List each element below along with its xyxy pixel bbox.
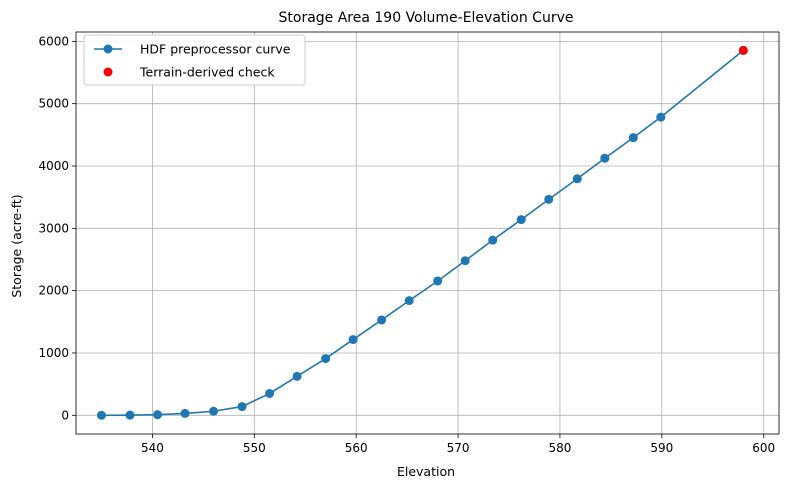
hdf-curve-point-2 <box>153 410 163 420</box>
hdf-curve-point-4 <box>209 406 219 416</box>
y-axis-label: Storage (acre-ft) <box>9 194 24 297</box>
terrain-check-point-0 <box>738 45 748 55</box>
hdf-curve-point-13 <box>460 256 470 266</box>
x-tick-label-1: 550 <box>243 441 266 455</box>
hdf-curve-point-11 <box>404 296 414 306</box>
y-tick-label-1: 1000 <box>38 346 69 360</box>
hdf-curve-point-18 <box>600 153 610 163</box>
hdf-curve-point-16 <box>544 194 554 204</box>
chart-title: Storage Area 190 Volume-Elevation Curve <box>279 10 574 26</box>
legend-box <box>83 34 306 86</box>
x-axis-label: Elevation <box>397 464 455 479</box>
hdf-curve-point-20 <box>656 112 666 122</box>
y-tick-label-6: 6000 <box>38 34 69 48</box>
y-tick-label-4: 4000 <box>38 159 69 173</box>
hdf-curve-point-0 <box>96 410 106 420</box>
x-tick-label-3: 570 <box>447 441 470 455</box>
hdf-curve-point-9 <box>348 335 358 345</box>
hdf-curve-point-8 <box>321 354 331 364</box>
x-tick-label-2: 560 <box>345 441 368 455</box>
hdf-curve-point-7 <box>292 371 302 381</box>
x-tick-label-6: 600 <box>752 441 775 455</box>
hdf-curve-point-19 <box>628 133 638 143</box>
x-tick-label-5: 590 <box>650 441 673 455</box>
plot-area-frame <box>75 31 780 435</box>
x-tick-label-0: 540 <box>141 441 164 455</box>
y-tick-label-2: 2000 <box>38 284 69 298</box>
x-tick-label-4: 580 <box>548 441 571 455</box>
hdf-curve-point-12 <box>433 276 443 286</box>
grid <box>76 32 779 434</box>
hdf-curve-point-14 <box>488 235 498 245</box>
legend-marker-terrain <box>103 67 113 77</box>
hdf-curve-point-15 <box>516 215 526 225</box>
hdf-curve-point-3 <box>180 408 190 418</box>
hdf-curve-point-5 <box>237 402 247 412</box>
legend: HDF preprocessor curve Terrain-derived c… <box>83 34 306 86</box>
legend-label-hdf: HDF preprocessor curve <box>140 42 291 57</box>
legend-marker-hdf <box>103 44 113 54</box>
ticks: 540 550 560 570 580 590 6000100020003000400050… <box>38 34 775 455</box>
series-layer <box>96 45 748 420</box>
legend-label-terrain: Terrain-derived check <box>139 65 275 80</box>
hdf-curve-point-1 <box>125 410 135 420</box>
y-tick-label-3: 3000 <box>38 221 69 235</box>
hdf-curve-point-6 <box>265 388 275 398</box>
hdf-curve-point-17 <box>572 174 582 184</box>
y-tick-label-5: 5000 <box>38 97 69 111</box>
y-tick-label-0: 0 <box>61 408 69 422</box>
hdf-curve-line <box>101 49 744 417</box>
hdf-curve-point-10 <box>377 315 387 325</box>
